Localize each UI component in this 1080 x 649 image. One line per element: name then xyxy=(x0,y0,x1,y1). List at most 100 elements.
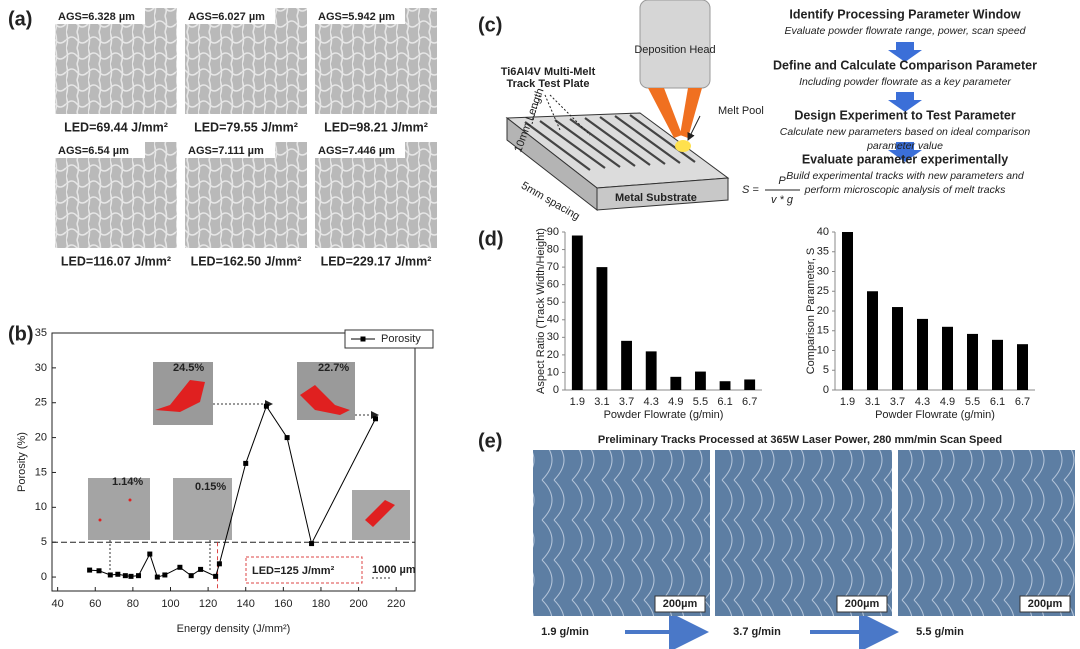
scale-bar: 200µm xyxy=(1028,598,1063,610)
melt-pool xyxy=(675,140,691,152)
panel-label: (a) xyxy=(8,8,32,30)
x-tick-label: 4.3 xyxy=(915,396,930,408)
led-label: LED=162.50 J/mm² xyxy=(191,254,302,268)
step-title: Evaluate parameter experimentally xyxy=(802,152,1008,166)
plate-label: Track Test Plate xyxy=(507,78,590,90)
x-tick-label: 160 xyxy=(274,598,292,610)
x-tick-label: 6.7 xyxy=(1015,396,1030,408)
micrograph xyxy=(185,142,307,248)
led-label: LED=98.21 J/mm² xyxy=(324,120,428,134)
x-tick-label: 4.3 xyxy=(644,396,659,408)
substrate-label: Metal Substrate xyxy=(615,192,697,204)
flowrate: 5.5 g/min xyxy=(916,626,964,638)
label-bg xyxy=(185,142,275,158)
y-tick-label: 10 xyxy=(817,344,829,356)
bar xyxy=(670,376,682,390)
ags-label: AGS=7.111 µm xyxy=(188,145,264,157)
x-tick-label: 6.1 xyxy=(717,396,732,408)
x-tick-label: 40 xyxy=(52,598,64,610)
step-desc: Build experimental tracks with new param… xyxy=(786,170,1025,182)
step-title: Define and Calculate Comparison Paramete… xyxy=(773,58,1037,72)
bar xyxy=(645,351,657,390)
x-tick-label: 1.9 xyxy=(840,396,855,408)
marker xyxy=(309,541,315,547)
y-tick-label: 20 xyxy=(817,305,829,317)
legend-marker xyxy=(360,336,366,342)
deposition-head xyxy=(639,0,711,89)
nozzle xyxy=(680,88,702,138)
marker xyxy=(284,435,290,441)
y-tick-label: 60 xyxy=(547,279,559,291)
x-tick-label: 3.1 xyxy=(594,396,609,408)
led-label: LED=116.07 J/mm² xyxy=(61,254,171,268)
y-label: Comparison Parameter, S xyxy=(805,248,817,375)
led-label: LED=229.17 J/mm² xyxy=(321,254,432,268)
y-tick-label: 5 xyxy=(823,364,829,376)
bar xyxy=(967,333,978,390)
y-tick-label: 35 xyxy=(35,327,47,339)
marker xyxy=(188,573,194,579)
marker xyxy=(96,568,102,574)
micrograph xyxy=(55,142,177,248)
track-image xyxy=(898,450,1075,616)
y-tick-label: 25 xyxy=(35,397,47,409)
y-tick-label: 10 xyxy=(35,501,47,513)
step-desc: parameter value xyxy=(866,140,943,152)
step-title: Identify Processing Parameter Window xyxy=(789,7,1020,21)
y-label: Aspect Ratio (Track Width/Height) xyxy=(535,228,547,394)
panel-label: (d) xyxy=(478,228,504,250)
y-tick-label: 25 xyxy=(817,285,829,297)
x-label: Powder Flowrate (g/min) xyxy=(604,409,724,421)
marker xyxy=(162,572,168,578)
x-tick-label: 1.9 xyxy=(570,396,585,408)
marker xyxy=(115,571,121,577)
marker xyxy=(107,572,113,578)
marker xyxy=(136,573,142,579)
x-tick-label: 4.9 xyxy=(940,396,955,408)
label-bg xyxy=(315,142,405,158)
y-tick-label: 15 xyxy=(35,466,47,478)
scale-box xyxy=(654,595,706,613)
ags-label: AGS=6.328 µm xyxy=(58,11,135,23)
melt-pool-label: Melt Pool xyxy=(718,105,764,117)
marker xyxy=(128,573,134,579)
track-image xyxy=(533,450,710,616)
bar xyxy=(621,340,632,390)
annotation: 1.14% xyxy=(112,476,143,488)
legend-label: Porosity xyxy=(381,333,421,345)
y-tick-label: 30 xyxy=(547,331,559,343)
marker xyxy=(213,573,219,579)
label-bg xyxy=(185,8,275,24)
annotation: 24.5% xyxy=(173,362,204,374)
nozzle xyxy=(648,88,682,138)
x-tick-label: 4.9 xyxy=(668,396,683,408)
x-tick-label: 200 xyxy=(349,598,367,610)
legend-box xyxy=(344,329,434,349)
scale-box xyxy=(1019,595,1071,613)
bar xyxy=(842,232,853,390)
y-tick-label: 5 xyxy=(41,536,47,548)
insets xyxy=(88,362,410,584)
formula: S = xyxy=(742,184,759,196)
marker xyxy=(198,566,204,572)
led-label: LED=79.55 J/mm² xyxy=(194,120,298,134)
bar xyxy=(571,235,583,390)
y-tick-label: 40 xyxy=(547,314,559,326)
scale-bar: 200µm xyxy=(663,598,698,610)
bar xyxy=(596,267,608,390)
track-image xyxy=(715,450,892,616)
panel-label: (e) xyxy=(478,430,502,452)
y-tick-label: 0 xyxy=(823,384,829,396)
led-label: LED=69.44 J/mm² xyxy=(64,120,168,134)
inset-pointers xyxy=(109,400,390,579)
x-tick-label: 120 xyxy=(199,598,217,610)
scale-bar: 200µm xyxy=(845,598,880,610)
x-tick-label: 220 xyxy=(387,598,405,610)
y-tick-label: 0 xyxy=(41,571,47,583)
marker xyxy=(147,551,153,557)
tracks xyxy=(524,114,696,171)
y-tick-label: 20 xyxy=(547,349,559,361)
x-tick-label: 3.7 xyxy=(890,396,905,408)
